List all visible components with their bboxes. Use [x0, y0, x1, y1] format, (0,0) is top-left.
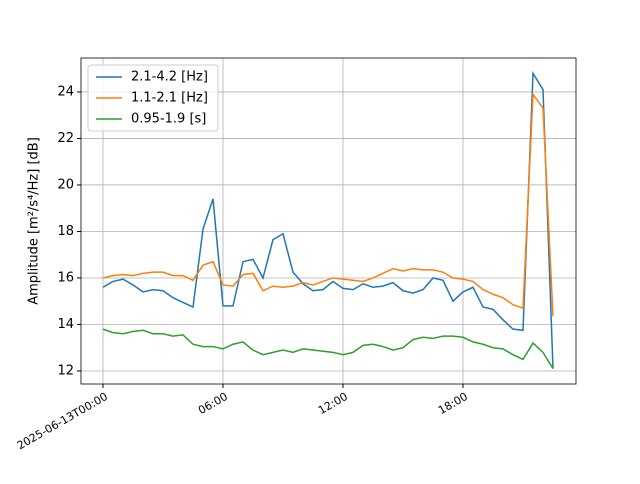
series-line [102, 328, 554, 370]
x-tick-label: 06:00 [196, 390, 230, 417]
series-line [102, 92, 554, 317]
y-tick-label: 14 [57, 317, 74, 332]
legend-label: 0.95-1.9 [s] [131, 112, 206, 127]
x-tick-label: 2025-06-13T00:00 [15, 390, 110, 452]
y-tick-label: 20 [57, 177, 74, 192]
legend-label: 2.1-4.2 [Hz] [131, 70, 208, 85]
x-tick-label: 12:00 [316, 390, 350, 417]
y-tick-label: 18 [57, 224, 74, 239]
y-tick-label: 24 [57, 84, 74, 99]
x-tick-label: 18:00 [436, 390, 470, 417]
plot-frame [80, 57, 577, 385]
y-tick-label: 22 [57, 131, 74, 146]
y-tick-label: 12 [57, 363, 74, 378]
legend-box [87, 64, 219, 132]
y-tick-label: 16 [57, 270, 74, 285]
legend: 2.1-4.2 [Hz] 1.1-2.1 [Hz] 0.95-1.9 [s] [87, 64, 219, 132]
series-line [102, 70, 554, 369]
y-axis-label: Amplitude [m²/s⁴/Hz] [dB] [27, 137, 42, 305]
legend-label: 1.1-2.1 [Hz] [131, 91, 208, 106]
